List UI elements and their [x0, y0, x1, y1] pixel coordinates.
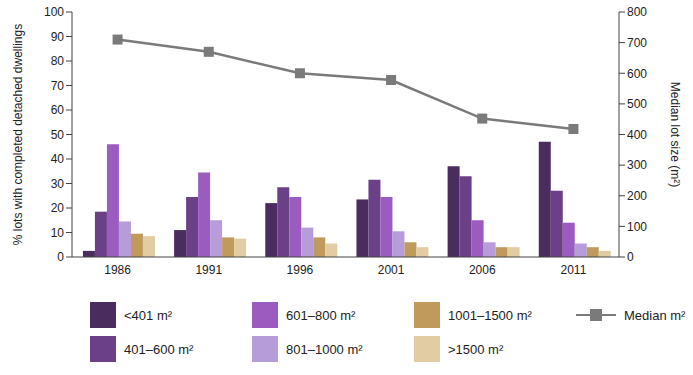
svg-text:500: 500 — [627, 97, 647, 111]
svg-text:40: 40 — [51, 152, 65, 166]
svg-text:400: 400 — [627, 128, 647, 142]
html-text:Median m²: Median m² — [624, 307, 686, 323]
html-text:801–1000 m²: 801–1000 m² — [286, 341, 363, 357]
svg-text:200: 200 — [627, 189, 647, 203]
svg-text:50: 50 — [51, 128, 65, 142]
svg-text:2006: 2006 — [469, 263, 496, 277]
html-text:601–800 m²: 601–800 m² — [286, 307, 356, 323]
svg-text:70: 70 — [51, 79, 65, 93]
svg-text:1986: 1986 — [104, 263, 131, 277]
svg-text:2001: 2001 — [378, 263, 405, 277]
svg-text:1996: 1996 — [287, 263, 314, 277]
svg-text:30: 30 — [51, 177, 65, 191]
html-text:<401 m²: <401 m² — [124, 307, 173, 323]
svg-text:800: 800 — [627, 5, 647, 19]
svg-text:10: 10 — [51, 226, 65, 240]
svg-text:0: 0 — [627, 250, 634, 264]
html-text:401–600 m²: 401–600 m² — [124, 341, 194, 357]
svg-text:100: 100 — [627, 220, 647, 234]
svg-text:600: 600 — [627, 67, 647, 81]
svg-text:Median lot size (m²): Median lot size (m²) — [668, 82, 682, 187]
svg-text:% lots with completed detached: % lots with completed detached dwellings — [11, 24, 25, 245]
svg-text:0: 0 — [57, 250, 64, 264]
svg-text:60: 60 — [51, 103, 65, 117]
svg-text:300: 300 — [627, 158, 647, 172]
svg-text:90: 90 — [51, 30, 65, 44]
svg-text:20: 20 — [51, 201, 65, 215]
svg-text:700: 700 — [627, 36, 647, 50]
svg-text:2011: 2011 — [561, 263, 587, 277]
html-text:>1500 m²: >1500 m² — [448, 341, 504, 357]
svg-text:80: 80 — [51, 54, 65, 68]
svg-text:1991: 1991 — [195, 263, 222, 277]
html-text:1001–1500 m²: 1001–1500 m² — [448, 307, 532, 323]
svg-text:100: 100 — [44, 5, 64, 19]
